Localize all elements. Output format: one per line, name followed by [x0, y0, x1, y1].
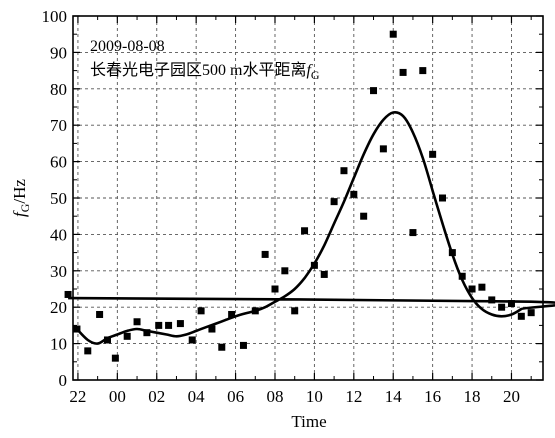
data-point [64, 290, 72, 298]
data-point [399, 68, 407, 76]
y-tick-label: 20 [50, 298, 67, 317]
data-point [340, 167, 348, 175]
annotation-date: 2009-08-08 [90, 38, 165, 55]
y-tick-label: 50 [50, 189, 67, 208]
annotation-description: 长春光电子园区500 m水平距离fG [90, 61, 320, 82]
y-axis-label: fG/Hz [10, 179, 32, 217]
data-point [281, 267, 289, 275]
data-point [228, 310, 236, 318]
data-point [111, 354, 119, 362]
data-point [176, 320, 184, 328]
y-tick-label: 70 [50, 116, 67, 135]
data-point [438, 194, 446, 202]
grid-lines [73, 16, 543, 380]
y-tick-label: 40 [50, 225, 67, 244]
data-point [96, 310, 104, 318]
data-point [123, 332, 131, 340]
data-point [350, 190, 358, 198]
data-point [261, 250, 269, 258]
data-point [143, 329, 151, 337]
fit-curve-group [68, 111, 555, 345]
data-point [133, 318, 141, 326]
x-tick-label: 14 [385, 387, 403, 406]
x-axis-label: Time [291, 412, 326, 431]
x-tick-label: 12 [345, 387, 362, 406]
data-point [429, 150, 437, 158]
x-tick-label: 06 [227, 387, 244, 406]
x-tick-label: 08 [266, 387, 283, 406]
y-tick-label: 30 [50, 262, 67, 281]
data-point [103, 336, 111, 344]
x-tick-label: 16 [424, 387, 441, 406]
x-tick-label: 00 [109, 387, 126, 406]
data-point [527, 309, 535, 317]
data-point [84, 347, 92, 355]
data-point [448, 249, 456, 257]
x-tick-label: 10 [306, 387, 323, 406]
data-point [478, 283, 486, 291]
y-tick-label: 60 [50, 153, 67, 172]
data-point [507, 300, 515, 308]
data-point [218, 343, 226, 351]
data-point [419, 67, 427, 75]
data-point [409, 229, 417, 237]
y-tick-label: 0 [59, 371, 68, 390]
tick-labels: 22 00 02 04 06 08 10 12 14 16 18 20 0 10 20 30 40 50 60 70 8… [42, 7, 520, 406]
data-point [208, 325, 216, 333]
data-point [271, 285, 279, 293]
axis-ticks [73, 15, 543, 381]
data-point [239, 341, 247, 349]
data-point [197, 307, 205, 315]
data-point [251, 307, 259, 315]
data-point [188, 336, 196, 344]
fit-curve-line [68, 111, 555, 345]
y-tick-label: 100 [42, 7, 68, 26]
data-point [330, 198, 338, 206]
data-point [468, 285, 476, 293]
y-tick-label: 10 [50, 335, 67, 354]
data-point [370, 87, 378, 95]
x-tick-label: 18 [464, 387, 481, 406]
data-point [73, 325, 81, 333]
data-point [488, 296, 496, 304]
data-point [498, 303, 506, 311]
data-point [360, 212, 368, 220]
data-points [64, 30, 535, 362]
data-point [155, 321, 163, 329]
x-tick-label: 20 [503, 387, 520, 406]
data-point [458, 272, 466, 280]
data-point [517, 312, 525, 320]
data-point [165, 321, 173, 329]
data-point [291, 307, 299, 315]
y-tick-label: 80 [50, 80, 67, 99]
data-point [310, 261, 318, 269]
data-point [389, 30, 397, 38]
data-point [301, 227, 309, 235]
x-tick-label: 22 [69, 387, 86, 406]
data-point [320, 270, 328, 278]
x-tick-label: 04 [188, 387, 206, 406]
y-tick-label: 90 [50, 43, 67, 62]
data-point [379, 145, 387, 153]
x-tick-label: 02 [148, 387, 165, 406]
